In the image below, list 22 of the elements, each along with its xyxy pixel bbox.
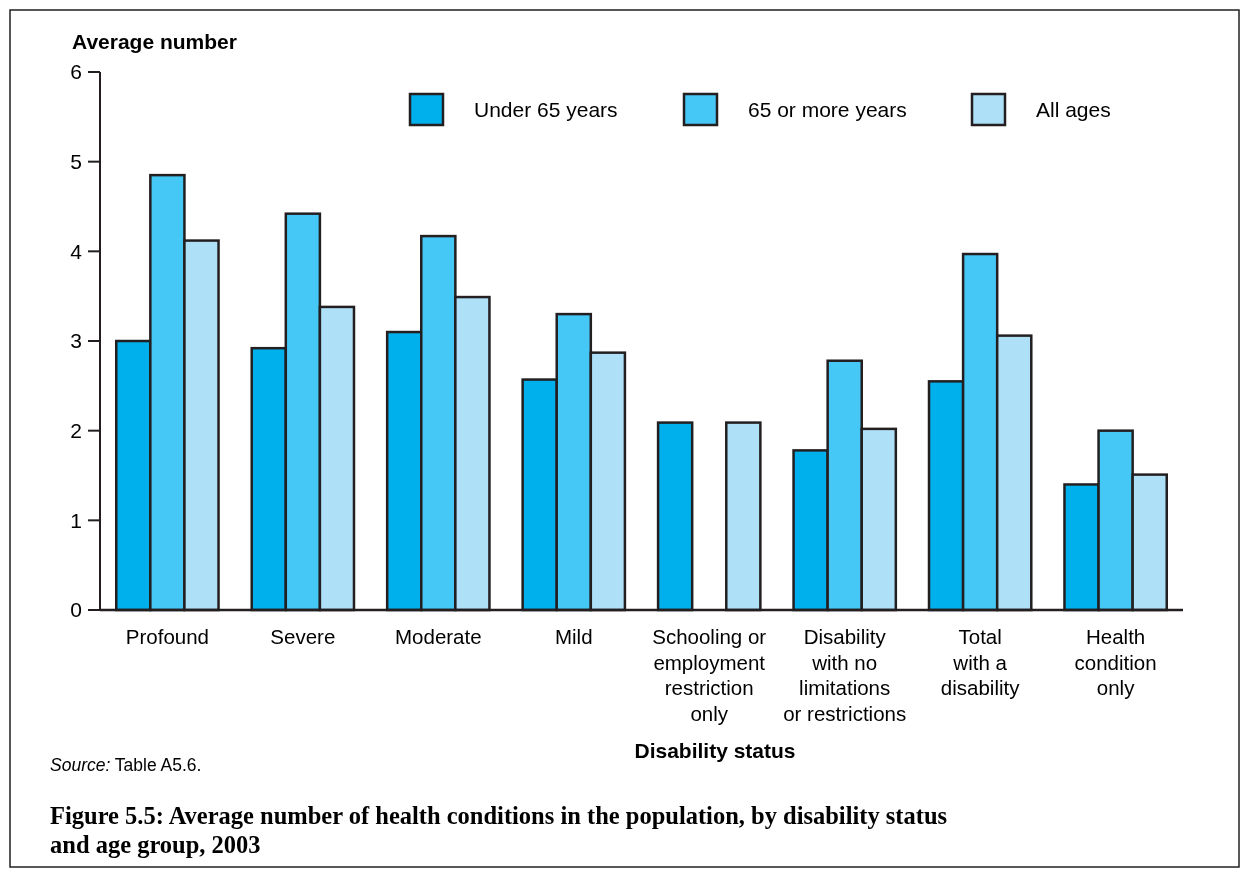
y-tick-label: 0	[70, 598, 82, 622]
x-tick-label: Moderate	[395, 625, 482, 648]
legend-label: Under 65 years	[474, 98, 618, 122]
x-tick-label: Profound	[125, 625, 209, 648]
text: Figure 5.5: Average number of health conditions in the population, by disability status and age group, 2003	[50, 802, 948, 858]
source-note: Source: Table A5.6.	[50, 755, 202, 775]
x-tick-label: Health condition only	[1074, 625, 1157, 699]
legend-label: 65 or more years	[748, 98, 907, 122]
x-tick-label: Schooling or employment restriction only	[652, 625, 767, 725]
y-tick-label: 6	[70, 60, 82, 84]
y-tick-label: 2	[70, 419, 82, 443]
y-tick-label: 4	[70, 239, 83, 263]
x-tick-label: Disability with no limitations or restrictions	[783, 625, 907, 725]
y-tick-label: 1	[70, 508, 82, 532]
y-tick-label: 5	[70, 150, 82, 174]
x-tick-label: Total with a disability	[940, 625, 1021, 699]
x-axis-title: Disability status	[634, 739, 796, 762]
x-tick-label: Severe	[270, 625, 336, 648]
legend-label: All ages	[1036, 98, 1111, 122]
y-tick-label: 3	[70, 329, 82, 353]
x-tick-label: Mild	[554, 625, 593, 648]
y-axis-title: Average number	[72, 30, 237, 53]
